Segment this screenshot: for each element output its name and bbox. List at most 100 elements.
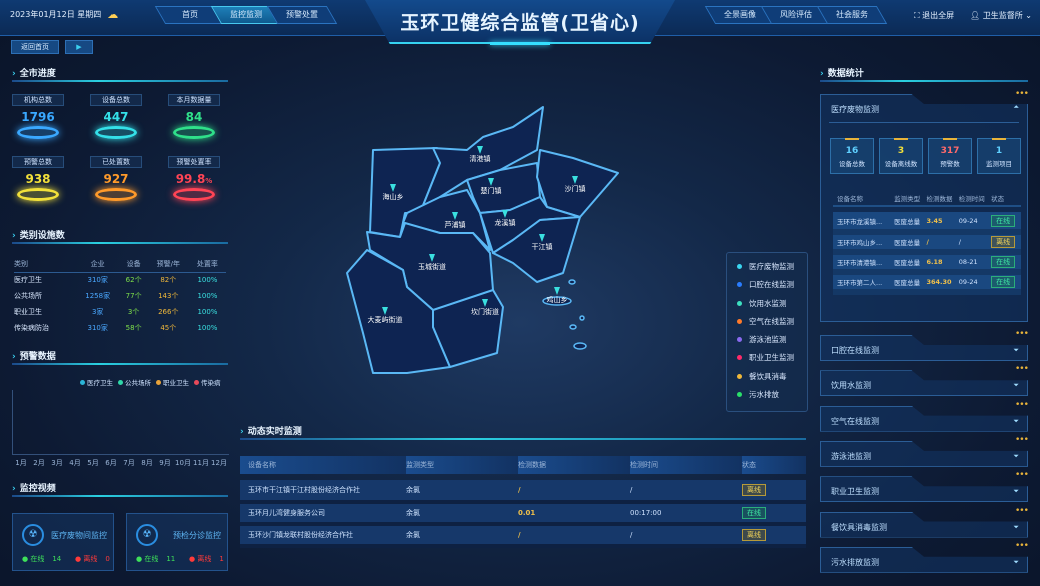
table-row: 职业卫生 3家 3个 266个 100% bbox=[14, 304, 226, 320]
map-marker-icon[interactable] bbox=[554, 287, 560, 295]
status-cell: 在线 bbox=[991, 252, 1021, 275]
x-tick-label: 2月 bbox=[33, 459, 45, 467]
panel-collapsed[interactable]: 口腔在线监测 ⏷ bbox=[820, 335, 1028, 361]
more-icon[interactable]: ••• bbox=[1015, 89, 1029, 99]
col-header: 企业 bbox=[75, 256, 120, 273]
map-marker-icon[interactable] bbox=[429, 254, 435, 262]
more-icon[interactable]: ••• bbox=[1015, 470, 1029, 481]
x-tick-label: 5月 bbox=[87, 459, 99, 467]
online-status: ● 在线 11 bbox=[136, 554, 175, 564]
map-marker-icon[interactable] bbox=[477, 146, 483, 154]
back-home-button[interactable]: 返回首页 bbox=[11, 40, 59, 54]
map-marker-icon[interactable] bbox=[390, 184, 396, 192]
stat-pedestal-icon bbox=[95, 188, 137, 201]
map-marker-icon[interactable] bbox=[572, 176, 578, 184]
map-island[interactable] bbox=[542, 296, 572, 306]
more-icon[interactable]: ••• bbox=[1015, 505, 1029, 516]
map-island[interactable] bbox=[573, 342, 587, 350]
medical-waste-table: 设备名称 监测类型 检测数据 检测时间 状态 玉环市龙溪镇... 医废总量 3.45… bbox=[833, 190, 1021, 295]
stat-label: 设备总数 bbox=[90, 94, 142, 106]
stat-label: 已处置数 bbox=[90, 156, 142, 168]
legend-item[interactable]: 传染病 bbox=[194, 379, 221, 387]
collapse-icon[interactable]: ⏶ bbox=[1013, 103, 1019, 111]
map-island[interactable] bbox=[569, 324, 577, 330]
expand-icon[interactable]: ⏷ bbox=[1013, 522, 1019, 531]
expand-icon[interactable]: ⏷ bbox=[1013, 381, 1019, 390]
map-legend-item[interactable]: 口腔在线监测 bbox=[727, 276, 807, 294]
legend-item[interactable]: 医疗卫生 bbox=[80, 379, 113, 387]
more-icon[interactable]: ••• bbox=[1015, 434, 1029, 445]
panel-collapsed[interactable]: 餐饮具消毒监测 ⏷ bbox=[820, 511, 1028, 538]
legend-item[interactable]: 职业卫生 bbox=[156, 379, 189, 387]
map-marker-icon[interactable] bbox=[382, 307, 388, 315]
section-title: 全市进度 bbox=[19, 69, 56, 79]
map-marker-icon[interactable] bbox=[502, 210, 508, 218]
map-marker-icon[interactable] bbox=[539, 234, 545, 242]
panel-collapsed[interactable]: 游泳池监测 ⏷ bbox=[820, 440, 1028, 467]
table-row[interactable]: 玉环市鸡山乡... 医废总量 / / 离线 bbox=[833, 232, 1021, 255]
page-title: 玉环卫健综合监管(卫省心) bbox=[400, 12, 640, 34]
map-marker-icon[interactable] bbox=[452, 212, 458, 220]
table-cell: 58个 bbox=[125, 324, 142, 332]
more-icon[interactable]: ••• bbox=[1015, 364, 1029, 375]
table-cell: 77个 bbox=[125, 292, 142, 300]
table-cell: 310家 bbox=[87, 324, 108, 332]
map-marker-icon[interactable] bbox=[482, 299, 488, 307]
date-weather: 2023年01月12日 星期四 ☁ bbox=[10, 9, 118, 20]
map-legend-item[interactable]: 餐饮具消毒 bbox=[727, 368, 807, 386]
user-menu[interactable]: 👤︎ 卫生监督所 ⌄ bbox=[970, 10, 1032, 21]
more-icon[interactable]: ••• bbox=[1015, 399, 1029, 410]
panel-collapsed[interactable]: 饮用水监测 ⏷ bbox=[820, 370, 1028, 397]
nav-tab-social[interactable]: 社会服务 bbox=[816, 6, 888, 24]
map-region[interactable] bbox=[432, 289, 504, 368]
map-region-label: 海山乡 bbox=[383, 192, 404, 201]
map-legend-item[interactable]: 医疗废物监测 bbox=[727, 258, 807, 276]
video-card[interactable]: ☢ 预检分诊监控 ● 在线 11 ● 离线 1 bbox=[126, 513, 228, 571]
stat-number: 447 bbox=[103, 110, 129, 124]
col-header: 类别 bbox=[14, 256, 76, 273]
map-region[interactable] bbox=[492, 216, 581, 283]
table-row[interactable]: 玉环市干江镇干江村股份经济合作社 余氯 / / 离线 bbox=[240, 480, 806, 504]
map-legend-item[interactable]: 游泳池监测 bbox=[727, 331, 807, 349]
play-icon[interactable]: ▶ bbox=[65, 40, 93, 54]
expand-icon[interactable]: ⏷ bbox=[1013, 487, 1019, 496]
panel-title: 污水排放监测 bbox=[831, 557, 879, 567]
panel-collapsed[interactable]: 职业卫生监测 ⏷ bbox=[820, 476, 1028, 503]
video-card-name: 医疗废物间监控 bbox=[51, 531, 107, 540]
map-legend-item[interactable]: 空气在线监测 bbox=[727, 313, 807, 331]
more-icon[interactable]: ••• bbox=[1015, 540, 1029, 551]
map-island[interactable] bbox=[579, 315, 585, 321]
mini-label: 设备总数 bbox=[839, 160, 865, 168]
table-row[interactable]: 玉环市清港镇... 医废总量 6.18 08-21 在线 bbox=[833, 252, 1021, 275]
table-row[interactable]: 玉环市龙溪镇... 医废总量 3.45 09-24 在线 bbox=[833, 212, 1021, 235]
expand-icon[interactable]: ⏷ bbox=[1013, 416, 1019, 425]
section-category: › 类别设施数 bbox=[12, 228, 228, 244]
warning-chart-area bbox=[12, 390, 229, 455]
table-row[interactable]: 玉环沙门镇龙联村股份经济合作社 余氯 / / 离线 bbox=[240, 524, 806, 548]
detect-data: 6.18 bbox=[926, 252, 959, 275]
expand-icon[interactable]: ⏷ bbox=[1013, 451, 1019, 460]
map-island[interactable] bbox=[568, 279, 576, 285]
table-row[interactable]: 玉环市第二人... 医废总量 364.30 09-24 在线 bbox=[833, 272, 1021, 295]
panel-collapsed[interactable]: 污水排放监测 ⏷ bbox=[820, 546, 1028, 573]
panel-collapsed[interactable]: 空气在线监测 ⏷ bbox=[820, 405, 1028, 432]
video-card[interactable]: ☢ 医疗废物间监控 ● 在线 14 ● 离线 0 bbox=[12, 513, 114, 571]
map-legend-item[interactable]: 饮用水监测 bbox=[727, 295, 807, 313]
offline-dot-icon: ● bbox=[189, 555, 198, 563]
stat-value: 938 bbox=[12, 172, 64, 186]
nav-tab-label: 全景画像 bbox=[724, 10, 756, 19]
user-name: 卫生监督所 bbox=[982, 11, 1023, 20]
map-legend-item[interactable]: 职业卫生监测 bbox=[727, 349, 807, 367]
expand-icon[interactable]: ⏷ bbox=[1013, 557, 1019, 566]
stat-card: 设备总数 447 bbox=[90, 94, 142, 139]
map-legend-item[interactable]: 污水排放 bbox=[727, 386, 807, 404]
legend-item[interactable]: 公共场所 bbox=[118, 379, 151, 387]
table-row[interactable]: 玉环月儿湾健身服务公司 余氯 0.01 00:17:00 在线 bbox=[240, 502, 806, 526]
expand-icon[interactable]: ⏷ bbox=[1013, 346, 1019, 354]
exit-fullscreen-button[interactable]: ⛶ 退出全屏 bbox=[914, 10, 954, 21]
more-icon[interactable]: ••• bbox=[1015, 329, 1029, 339]
device-name: 玉环市干江镇干江村股份经济合作社 bbox=[240, 480, 406, 504]
section-title: 数据统计 bbox=[827, 69, 864, 79]
map-marker-icon[interactable] bbox=[488, 178, 494, 186]
nav-tab-warning[interactable]: 预警处置 bbox=[266, 6, 338, 24]
